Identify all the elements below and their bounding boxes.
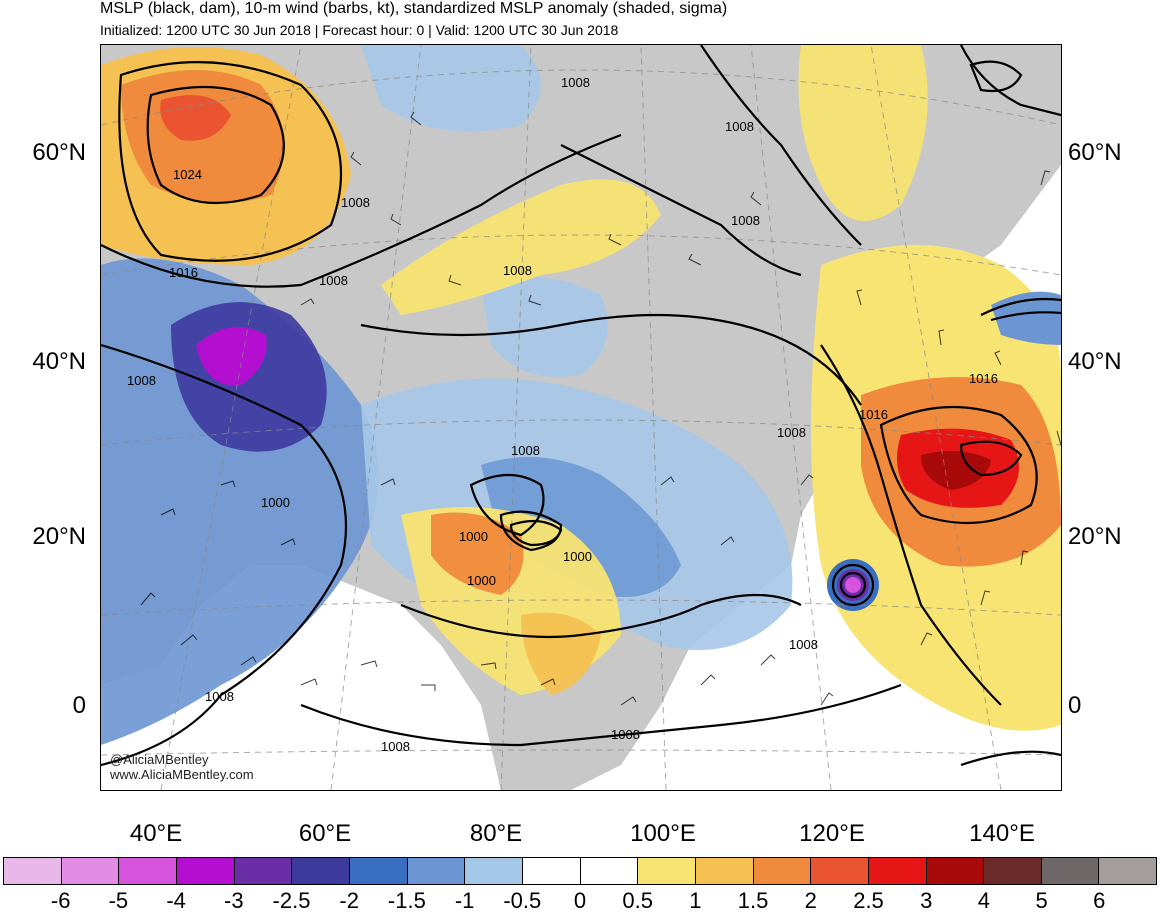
colorbar-swatch xyxy=(349,858,408,884)
credit-handle: @AliciaMBentley xyxy=(110,752,209,767)
lon-label-120e: 120°E xyxy=(799,820,865,847)
colorbar-swatch xyxy=(4,858,62,884)
anomaly-orange-bay xyxy=(521,612,601,695)
colorbar-tick-label: -4 xyxy=(166,888,186,913)
colorbar-tick-label: 3 xyxy=(920,888,933,913)
anomaly-purple-core xyxy=(196,327,267,386)
contour-label: 1016 xyxy=(859,407,888,422)
contour-label: 1016 xyxy=(169,265,198,280)
colorbar-swatch xyxy=(638,858,696,884)
anomaly-yellow-arctic xyxy=(798,45,928,221)
credit-site: www.AliciaMBentley.com xyxy=(110,767,254,782)
colorbar-swatch xyxy=(176,858,235,884)
lon-label-140e: 140°E xyxy=(969,820,1035,847)
colorbar-swatch xyxy=(984,858,1042,884)
lat-label-right-0: 0 xyxy=(1068,692,1082,719)
contour-label: 1008 xyxy=(205,689,234,704)
colorbar-tick-label: 6 xyxy=(1093,888,1106,913)
contour-label: 1008 xyxy=(561,75,590,90)
lat-label-right-60: 60°N xyxy=(1068,139,1122,166)
contour-label: 1008 xyxy=(777,425,806,440)
colorbar-swatch xyxy=(234,858,293,884)
colorbar-swatch xyxy=(868,858,927,884)
colorbar-swatch xyxy=(753,858,812,884)
contour-label: 1008 xyxy=(731,213,760,228)
lon-label-60e: 60°E xyxy=(298,820,352,847)
contour-label: 1008 xyxy=(503,263,532,278)
anomaly-darkred-pacific xyxy=(921,451,991,490)
anomaly-blue-central xyxy=(481,457,681,597)
colorbar-swatch xyxy=(61,858,120,884)
colorbar-tick-label: 0.5 xyxy=(622,888,653,913)
colorbar-swatch xyxy=(465,858,523,884)
colorbar-tick-label: -5 xyxy=(108,888,129,913)
mslp-contours xyxy=(101,45,1061,767)
colorbar-swatch xyxy=(811,858,869,884)
contour-label: 1008 xyxy=(511,443,540,458)
anomaly-blue-north xyxy=(361,45,541,132)
typhoon-anomaly-core xyxy=(845,577,861,593)
colorbar-swatch xyxy=(292,858,350,884)
contour-label: 1008 xyxy=(319,273,348,288)
contour-label: 1000 xyxy=(261,495,290,510)
colorbar-swatch xyxy=(695,858,754,884)
colorbar-tick-label: 1.5 xyxy=(737,888,769,913)
anomaly-red-scandinavia xyxy=(160,95,231,141)
colorbar-tick-label: -2 xyxy=(339,888,359,913)
colorbar-tick-label: -1 xyxy=(454,888,475,913)
lat-label-right-20: 20°N xyxy=(1068,523,1122,550)
contour-label: 1000 xyxy=(467,573,496,588)
colorbar-tick-label: 4 xyxy=(977,888,991,913)
contour-label: 1008 xyxy=(725,119,754,134)
colorbar-tick-label: 2 xyxy=(804,888,817,913)
colorbar-swatch xyxy=(522,858,581,884)
colorbar-swatch xyxy=(1041,858,1100,884)
contour-label: 1000 xyxy=(459,529,488,544)
contour-label: 1024 xyxy=(173,167,202,182)
lon-label-100e: 100°E xyxy=(630,820,696,847)
contour-label: 1008 xyxy=(341,195,370,210)
anomaly-yellow-siberia xyxy=(381,179,661,315)
colorbar-swatch xyxy=(926,858,985,884)
colorbar-tick-label: -0.5 xyxy=(503,888,542,913)
map-subtitle: Initialized: 1200 UTC 30 Jun 2018 | Fore… xyxy=(100,22,619,38)
colorbar-swatch xyxy=(407,858,466,884)
contour-label: 1008 xyxy=(381,739,410,754)
contour-label: 1008 xyxy=(789,637,818,652)
map-panel: 1024 1016 1008 1008 1008 1008 1008 1008 … xyxy=(100,44,1062,791)
anomaly-orange-india xyxy=(431,512,524,595)
colorbar-tick-label: 2.5 xyxy=(853,888,884,913)
colorbar-tick-label: 0 xyxy=(573,888,587,913)
colorbar-swatch xyxy=(119,858,177,884)
colorbar-tick-label: -3 xyxy=(224,888,244,913)
lon-label-40e: 40°E xyxy=(129,820,183,847)
colorbar-swatch xyxy=(1099,858,1157,884)
lat-label-right-40: 40°N xyxy=(1068,348,1122,375)
map-canvas: 1024 1016 1008 1008 1008 1008 1008 1008 … xyxy=(101,45,1061,790)
map-title: MSLP (black, dam), 10-m wind (barbs, kt)… xyxy=(100,0,728,17)
lat-label-left-20: 20°N xyxy=(32,523,86,550)
wind-barbs xyxy=(140,111,1061,706)
colorbar-tick-label: -2.5 xyxy=(272,888,311,913)
colorbar-tick-label: 1 xyxy=(689,888,702,913)
colorbar-swatch xyxy=(580,858,639,884)
contour-label-group: 1024 1016 1008 1008 1008 1008 1008 1008 … xyxy=(127,75,998,754)
lat-label-left-0: 0 xyxy=(72,692,86,719)
colorbar-tick-label: -6 xyxy=(50,888,71,913)
contour-label: 1008 xyxy=(611,727,640,742)
graticule xyxy=(101,45,1061,790)
lat-label-left-60: 60°N xyxy=(32,139,86,166)
lon-label-80e: 80°E xyxy=(469,820,523,847)
contour-label: 1008 xyxy=(127,373,156,388)
colorbar-tick-label: 5 xyxy=(1035,888,1048,913)
contour-label: 1000 xyxy=(563,549,592,564)
lat-label-left-40: 40°N xyxy=(32,348,86,375)
colorbar-tick-label: -1.5 xyxy=(387,888,426,913)
colorbar xyxy=(3,857,1157,885)
contour-label: 1016 xyxy=(969,371,998,386)
